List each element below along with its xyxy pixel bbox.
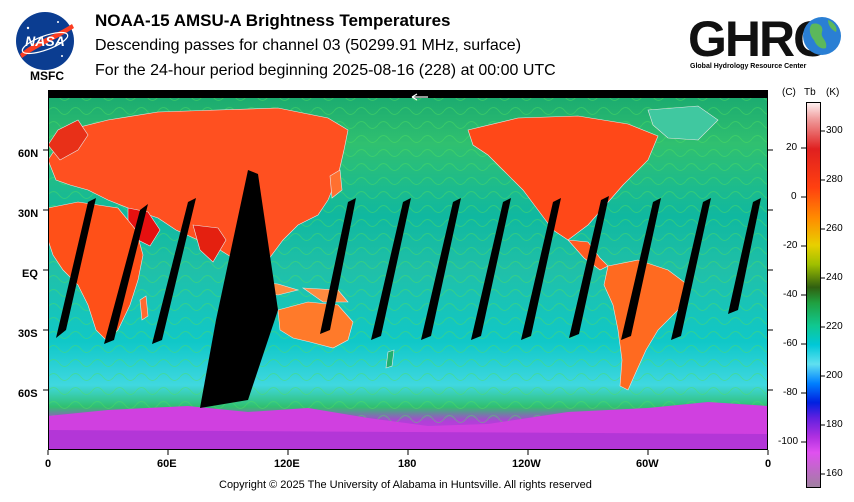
lon-label-0-left: 0 xyxy=(45,458,52,470)
lon-label-60w: 60W xyxy=(636,458,659,470)
msfc-label: MSFC xyxy=(30,69,64,83)
japan-land xyxy=(329,169,343,199)
colorbar-k-tick: 180 xyxy=(826,419,843,430)
map-svg xyxy=(47,90,768,450)
brightness-map xyxy=(47,90,768,450)
swath-gap-4 xyxy=(320,198,356,334)
ghrc-logo: GHRC xyxy=(688,10,848,67)
ghrc-subtitle: Global Hydrology Resource Center xyxy=(690,63,807,70)
colorbar-k-tick: 260 xyxy=(826,223,843,234)
swath-gap-6 xyxy=(421,198,461,340)
nasa-text: NASA xyxy=(25,33,65,49)
swath-gap-7 xyxy=(471,198,511,340)
colorbar-c-tick: -20 xyxy=(783,240,798,251)
swath-gap-12 xyxy=(728,198,761,314)
map-border xyxy=(48,90,768,450)
australia-land xyxy=(277,301,354,349)
colorbar xyxy=(806,102,821,488)
lat-label-30s: 30S xyxy=(18,328,38,340)
lon-label-60e: 60E xyxy=(157,458,177,470)
lon-label-120e: 120E xyxy=(274,458,300,470)
colorbar-unit-k: (K) xyxy=(826,87,840,98)
colorbar-k-tick: 300 xyxy=(826,125,843,136)
colorbar-c-tick: -40 xyxy=(783,289,798,300)
greenland-land xyxy=(647,105,719,141)
newzealand-land xyxy=(385,349,395,369)
copyright-text: Copyright © 2025 The University of Alaba… xyxy=(219,479,592,491)
lon-label-0-right: 0 xyxy=(765,458,772,470)
lat-label-eq: EQ xyxy=(22,268,38,280)
title-line-2: Descending passes for channel 03 (50299.… xyxy=(95,37,522,54)
europe-land xyxy=(47,119,89,161)
colorbar-k-tick: 220 xyxy=(826,321,843,332)
colorbar-k-tick: 280 xyxy=(826,174,843,185)
colorbar-c-tick: 20 xyxy=(786,142,798,153)
swath-gap-1 xyxy=(56,198,96,338)
lon-label-180: 180 xyxy=(398,458,417,470)
swath-gap-8 xyxy=(521,198,561,340)
colorbar-c-tick: 0 xyxy=(791,191,797,202)
nasa-logo: NASA xyxy=(14,10,76,72)
polar-gap-band xyxy=(48,90,768,98)
swath-gap-5 xyxy=(371,198,411,340)
lat-label-60n: 60N xyxy=(18,148,39,160)
swath-gap-main xyxy=(200,170,278,408)
india-land xyxy=(192,224,227,263)
colorbar-c-tick: -80 xyxy=(783,387,798,398)
ghrc-globe-icon: GHRC xyxy=(688,11,841,67)
northamerica-land xyxy=(467,115,659,241)
colorbar-unit-c: (C) xyxy=(782,87,796,98)
lat-label-30n: 30N xyxy=(18,208,39,220)
colorbar-k-tick: 240 xyxy=(826,272,843,283)
lon-label-120w: 120W xyxy=(512,458,541,470)
swath-gap-10 xyxy=(621,198,661,340)
colorbar-c-tick: -60 xyxy=(783,338,798,349)
swath-gap-2 xyxy=(104,204,148,344)
colorbar-unit-tb: Tb xyxy=(804,87,816,98)
nasa-logo-icon: NASA xyxy=(16,12,74,70)
title-line-3: For the 24-hour period beginning 2025-08… xyxy=(95,62,556,79)
swath-gap-9 xyxy=(569,196,609,338)
colorbar-k-tick: 160 xyxy=(826,468,843,479)
eurasia-land xyxy=(47,107,349,269)
colorbar-c-tick: -100 xyxy=(778,436,799,447)
title-line-1: NOAA-15 AMSU-A Brightness Temperatures xyxy=(95,11,451,30)
swath-gap-11 xyxy=(671,198,711,340)
colorbar-k-tick: 200 xyxy=(826,370,843,381)
lat-label-60s: 60S xyxy=(18,388,38,400)
swath-gap-3 xyxy=(152,198,196,344)
madagascar-land xyxy=(139,295,149,321)
swath-gaps xyxy=(56,170,761,408)
pass-direction-arrow-icon xyxy=(411,93,428,101)
southamerica-land xyxy=(603,259,689,391)
land-group xyxy=(47,105,719,391)
antarctica-interior xyxy=(48,430,768,450)
